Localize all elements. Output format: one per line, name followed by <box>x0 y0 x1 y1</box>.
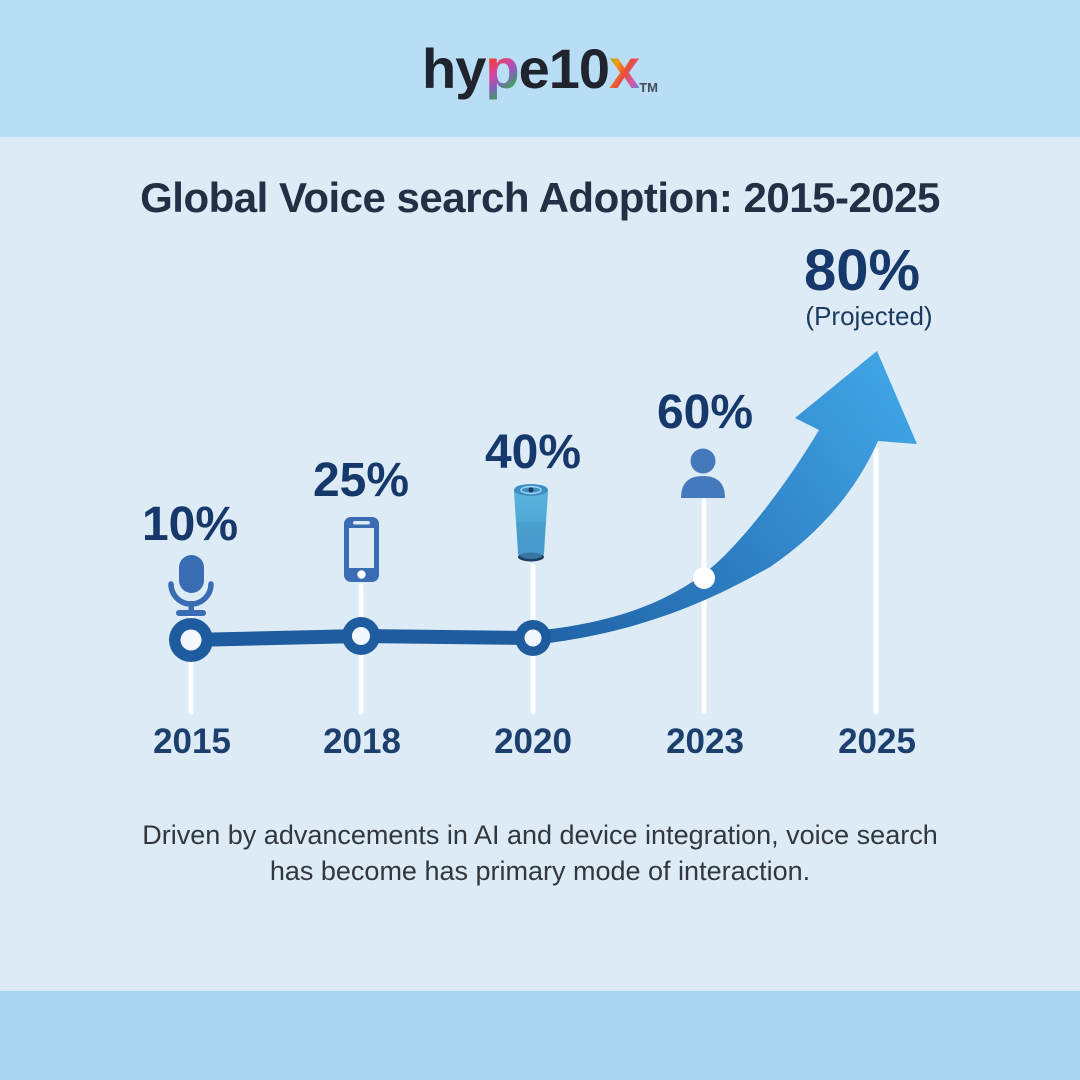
logo-colorful-p: p <box>485 36 519 100</box>
logo-colorful-x: x <box>609 36 640 100</box>
value-label-2025: 80% <box>803 238 921 303</box>
year-label-2018: 2018 <box>323 722 401 761</box>
trademark-symbol: TM <box>639 79 658 95</box>
node-dot-2023 <box>693 567 715 589</box>
microphone-icon <box>168 555 214 616</box>
growth-arrow <box>533 351 917 645</box>
smartphone-icon <box>344 517 379 582</box>
value-label-2015: 10% <box>141 498 239 551</box>
node-hole-2020 <box>524 629 542 647</box>
caption-line-1: Driven by advancements in AI and device … <box>142 820 938 850</box>
projected-note: (Projected) <box>805 301 933 331</box>
logo-text-e10: e10 <box>518 36 610 100</box>
hype10x-logo: hype10xTM <box>422 40 658 97</box>
year-label-2025: 2025 <box>838 722 916 761</box>
year-label-2023: 2023 <box>666 722 744 761</box>
timeline-nodes <box>169 567 715 662</box>
node-hole-2018 <box>352 627 370 645</box>
top-band: hype10xTM <box>0 0 1080 137</box>
value-label-2023: 60% <box>656 386 754 439</box>
node-hole-2015 <box>180 629 202 651</box>
value-label-2018: 25% <box>312 454 410 507</box>
smart-speaker-icon <box>514 484 548 562</box>
year-label-2020: 2020 <box>494 722 572 761</box>
bottom-band <box>0 991 1080 1080</box>
caption-line-2: has become has primary mode of interacti… <box>269 856 811 886</box>
person-icon <box>681 448 725 498</box>
page-title: Global Voice search Adoption: 2015-2025 <box>140 174 940 221</box>
caption: Driven by advancements in AI and device … <box>0 817 1080 889</box>
value-label-2020: 40% <box>484 426 582 479</box>
logo-text-hy: hy <box>422 36 486 100</box>
year-label-2015: 2015 <box>153 722 231 761</box>
